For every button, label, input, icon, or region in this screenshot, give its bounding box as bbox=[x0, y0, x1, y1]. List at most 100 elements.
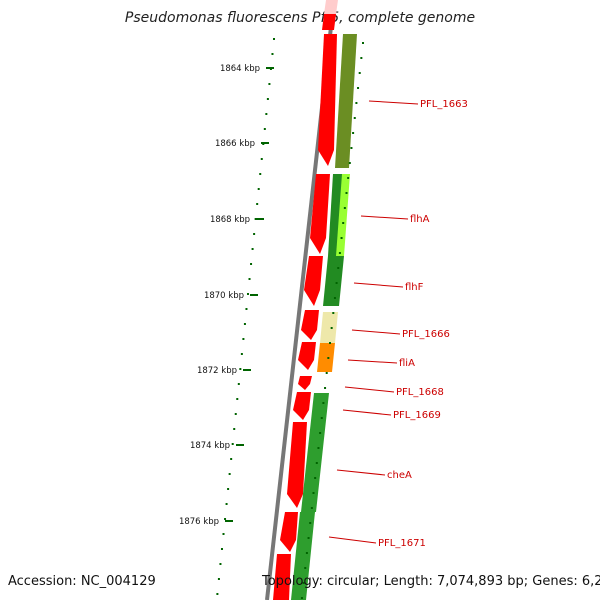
gc-dot bbox=[302, 582, 305, 584]
gc-dot bbox=[325, 372, 328, 374]
gc-dot bbox=[352, 132, 355, 134]
gc-dot bbox=[348, 162, 351, 164]
map-title: Pseudomonas fluorescens Pf-5, complete g… bbox=[124, 10, 476, 26]
gc-dot bbox=[350, 147, 353, 149]
gc-dot bbox=[240, 353, 243, 355]
gc-dot bbox=[269, 68, 272, 70]
gc-dot bbox=[257, 188, 260, 190]
cds-arrow bbox=[287, 422, 307, 508]
gc-dot bbox=[216, 593, 219, 595]
gc-dot bbox=[338, 252, 341, 254]
leader-line bbox=[344, 386, 395, 393]
cds-arrow bbox=[293, 392, 311, 420]
gc-dot bbox=[315, 462, 318, 464]
gc-dot bbox=[222, 533, 225, 535]
cds-arrow bbox=[298, 342, 316, 370]
gc-dot bbox=[312, 492, 315, 494]
gene-label: PFL_1666 bbox=[402, 329, 450, 340]
gc-dot bbox=[347, 177, 350, 179]
scale-label: 1874 kbp bbox=[190, 441, 230, 451]
gc-dot bbox=[273, 38, 275, 40]
gc-dot bbox=[266, 98, 269, 100]
gc-dot bbox=[307, 537, 310, 539]
topology-text: Topology: circular; Length: 7,074,893 bp… bbox=[262, 574, 600, 589]
gc-dot bbox=[242, 338, 245, 340]
gene-label: cheA bbox=[387, 470, 412, 481]
feature-block-green bbox=[301, 393, 329, 512]
gc-dot bbox=[236, 398, 239, 400]
cds-arrow bbox=[304, 256, 323, 306]
gc-dot bbox=[342, 222, 345, 224]
cds-arrow bbox=[310, 174, 330, 254]
gene-label-leaders: PFL_1663 flhA flhF PFL_1666 fliA PFL_1668 PFL_… bbox=[328, 99, 468, 549]
gc-dot bbox=[217, 578, 220, 580]
gc-dot bbox=[228, 473, 231, 475]
scale-label: 1866 kbp bbox=[215, 139, 255, 149]
gc-dot bbox=[343, 207, 346, 209]
cds-arrow bbox=[318, 34, 337, 166]
gc-dot bbox=[234, 413, 237, 415]
gc-dot bbox=[271, 53, 274, 55]
feature-block-green bbox=[291, 512, 315, 600]
gc-dot bbox=[314, 477, 317, 479]
reverse-strand-features bbox=[291, 34, 357, 600]
gc-dot bbox=[322, 402, 325, 404]
gc-dot bbox=[320, 417, 323, 419]
gc-dot bbox=[245, 308, 248, 310]
gc-dot bbox=[324, 387, 327, 389]
gc-dot bbox=[310, 507, 313, 509]
feature-block-orange bbox=[317, 343, 335, 372]
gc-dot bbox=[333, 297, 336, 299]
gene-label: flhA bbox=[410, 214, 430, 225]
gene-label: flhF bbox=[405, 282, 424, 293]
gc-dot bbox=[243, 323, 246, 325]
gc-dot bbox=[360, 57, 363, 59]
leader-line bbox=[342, 409, 392, 416]
cds-arrow bbox=[324, 0, 338, 14]
gc-dot bbox=[260, 158, 263, 160]
scale-ticks: 1864 kbp 1866 kbp 1868 kbp 1870 kbp 1872 kbp… bbox=[179, 64, 274, 527]
gc-dot bbox=[357, 87, 360, 89]
gc-dot bbox=[319, 432, 322, 434]
gc-dot bbox=[230, 458, 233, 460]
gc-dot bbox=[332, 312, 335, 314]
leader-line bbox=[347, 359, 398, 364]
gc-dot bbox=[227, 488, 230, 490]
gc-dot bbox=[219, 563, 222, 565]
gc-dot bbox=[337, 267, 340, 269]
gc-dot bbox=[300, 597, 303, 599]
gene-label: fliA bbox=[399, 358, 415, 369]
scale-label: 1870 kbp bbox=[204, 291, 244, 301]
leader-line bbox=[360, 215, 409, 220]
gc-dot bbox=[335, 282, 338, 284]
feature-block-lime bbox=[336, 174, 350, 256]
gc-dot bbox=[353, 117, 356, 119]
gc-dot bbox=[248, 278, 251, 280]
gc-dot bbox=[340, 237, 343, 239]
cds-arrow bbox=[322, 14, 336, 30]
cds-arrow bbox=[301, 310, 319, 340]
scale-label: 1872 kbp bbox=[197, 366, 237, 376]
gene-label: PFL_1668 bbox=[396, 387, 444, 398]
leader-line bbox=[336, 469, 386, 476]
leader-line bbox=[351, 329, 401, 335]
leader-line bbox=[368, 100, 419, 105]
gc-dot bbox=[250, 263, 253, 265]
gc-dot bbox=[220, 548, 223, 550]
gc-dot bbox=[225, 503, 228, 505]
gc-dot bbox=[345, 192, 348, 194]
gc-dot bbox=[329, 342, 331, 344]
gene-label: PFL_1671 bbox=[378, 538, 426, 549]
gc-dot bbox=[309, 522, 312, 524]
gc-content-track bbox=[216, 38, 364, 599]
scale-label: 1868 kbp bbox=[210, 215, 250, 225]
scale-label: 1876 kbp bbox=[179, 517, 219, 527]
gc-dot bbox=[259, 173, 262, 175]
scale-label: 1864 kbp bbox=[220, 64, 260, 74]
gene-label: PFL_1663 bbox=[420, 99, 468, 110]
feature-block-khaki bbox=[320, 312, 338, 343]
gc-dot bbox=[355, 102, 358, 104]
gc-dot bbox=[239, 368, 242, 370]
gc-dot bbox=[224, 518, 227, 520]
accession-text: Accession: NC_004129 bbox=[8, 574, 156, 589]
